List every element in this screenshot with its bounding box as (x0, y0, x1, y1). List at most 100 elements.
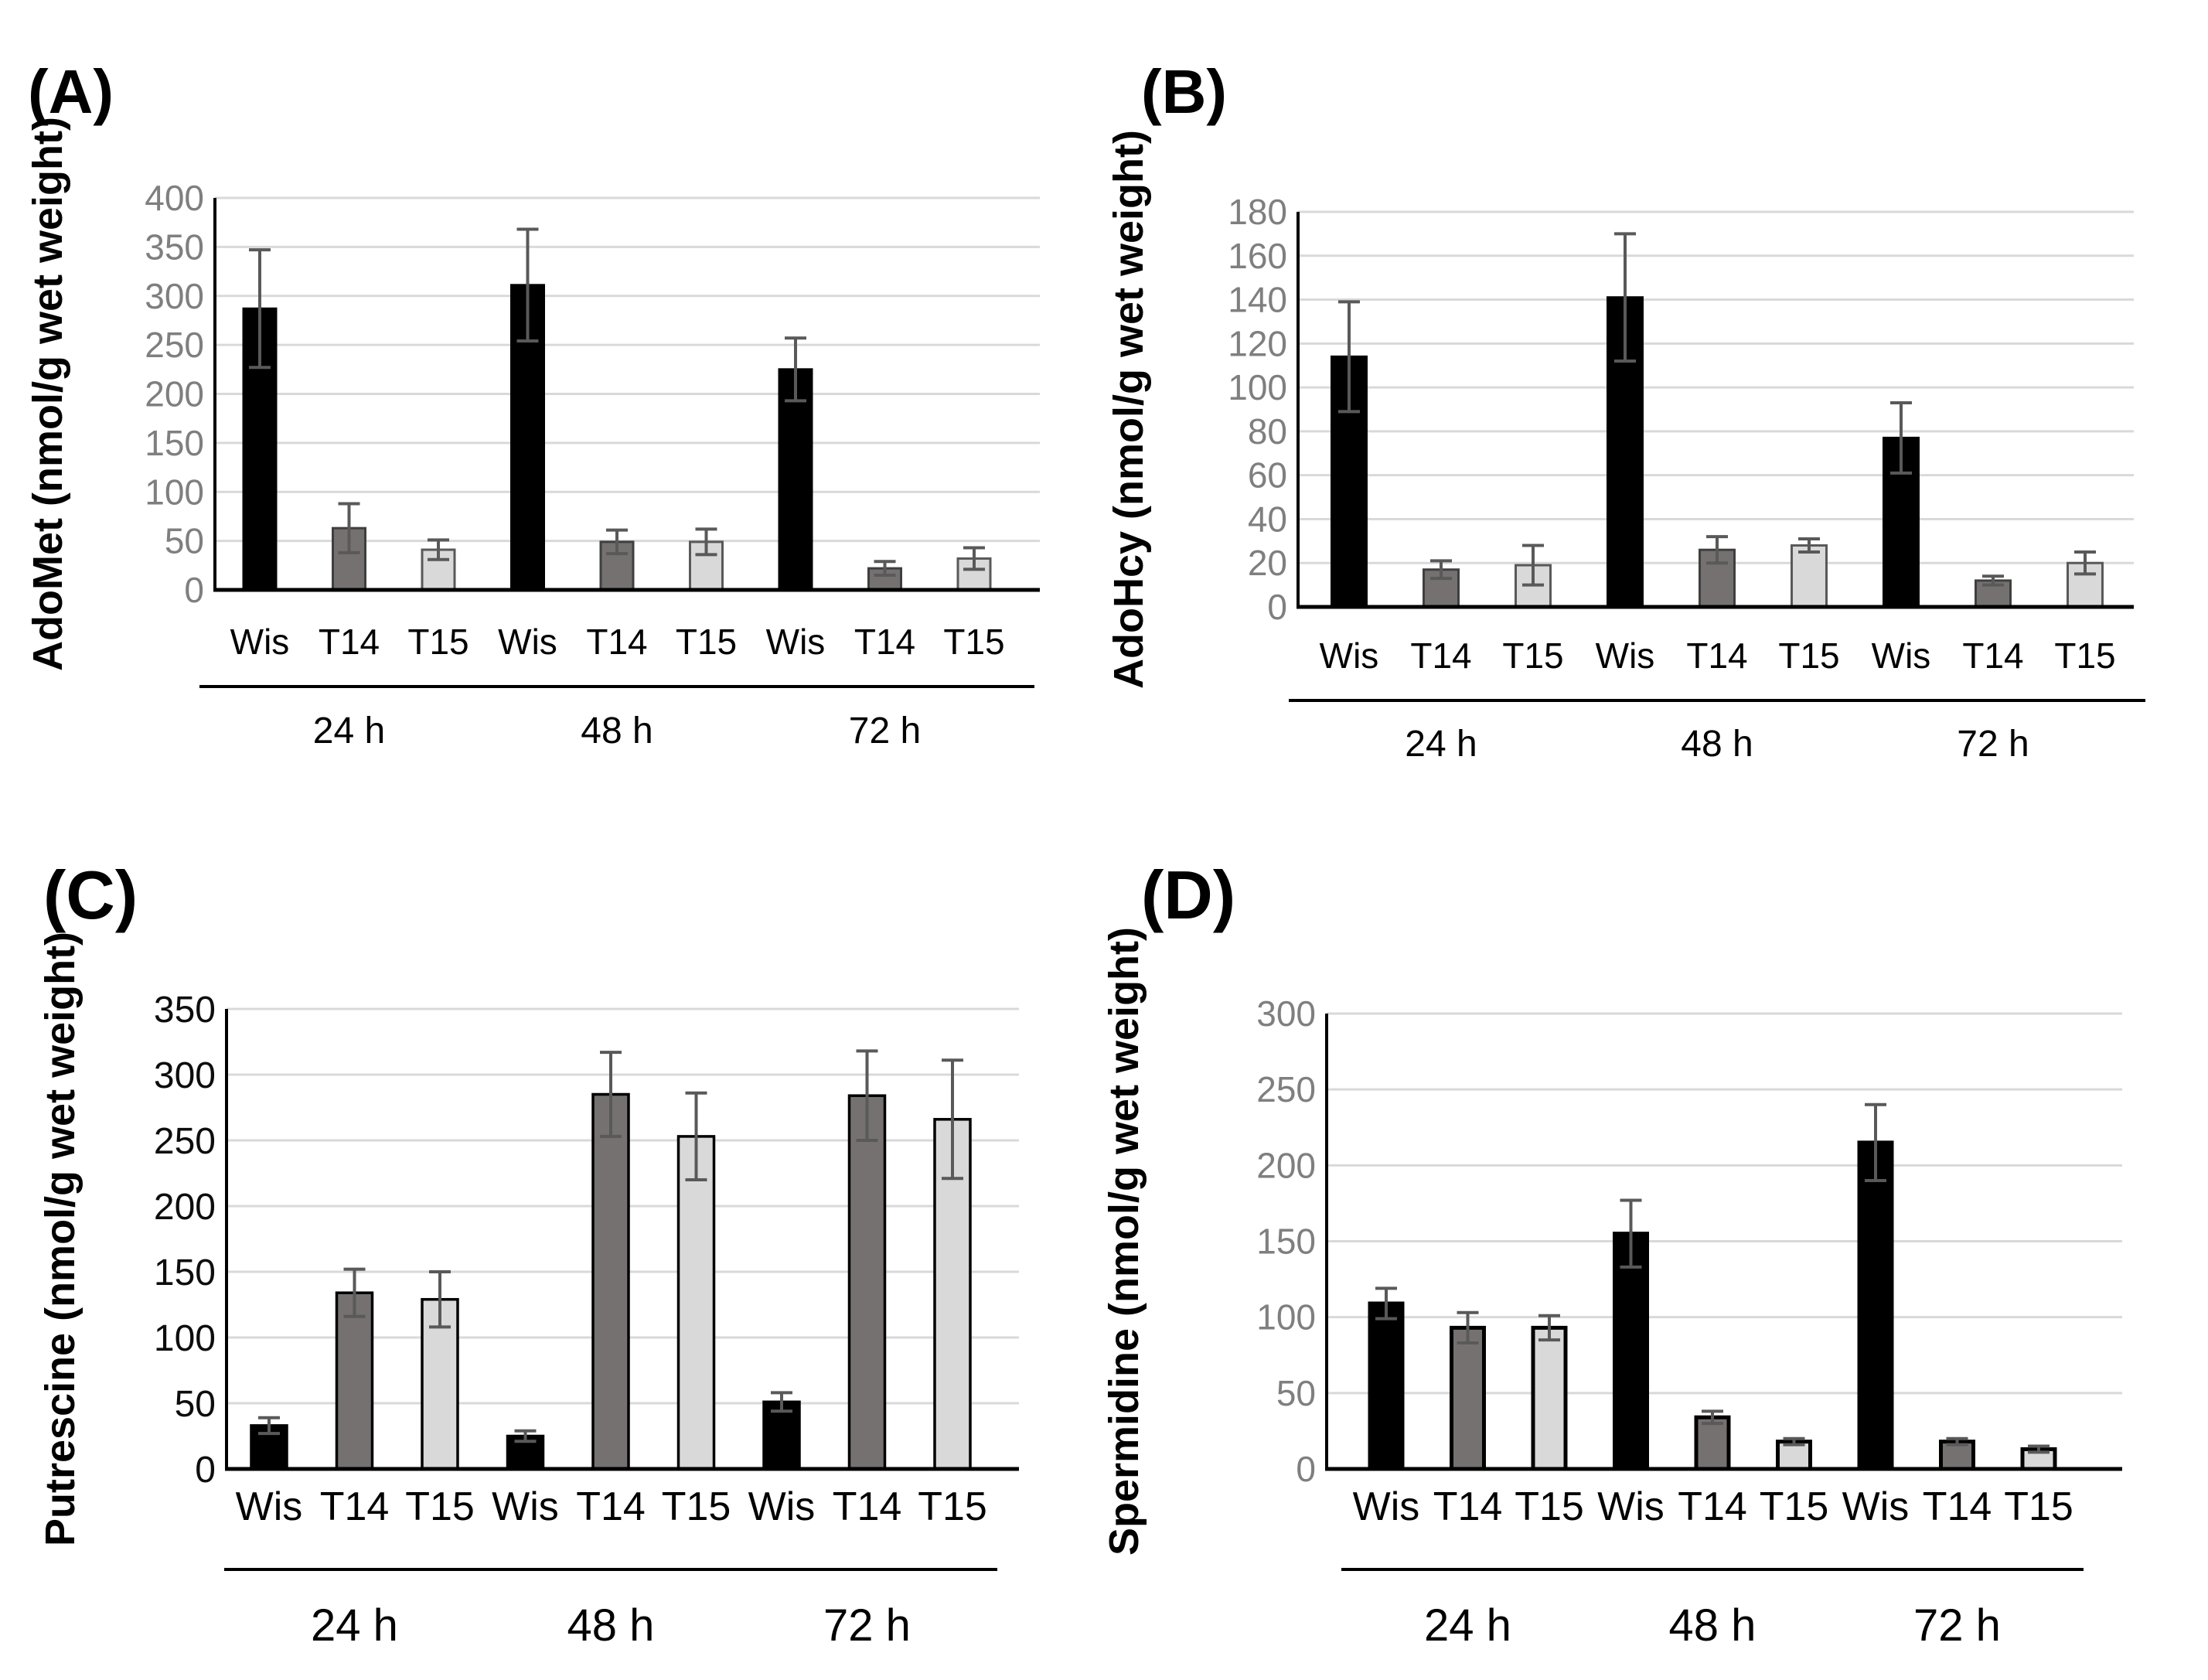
y-tick-label-A-350: 350 (145, 227, 204, 267)
y-tick-label-A-150: 150 (145, 423, 204, 463)
y-tick-label-B-160: 160 (1228, 236, 1287, 276)
panel-letter-B: (B) (1141, 57, 1227, 126)
x-category-label-D-72h-Wis: Wis (1842, 1484, 1910, 1529)
x-category-label-B-48h-Wis: Wis (1596, 636, 1655, 676)
y-tick-label-D-0: 0 (1296, 1449, 1316, 1489)
x-category-label-A-24h-Wis: Wis (230, 622, 290, 662)
bar-A-72h-Wis (778, 368, 813, 591)
group-label-B-24h: 24 h (1405, 724, 1477, 765)
group-label-D-72h: 72 h (1913, 1600, 2001, 1651)
group-label-A-48h: 48 h (581, 711, 653, 751)
y-tick-label-C-350: 350 (154, 990, 216, 1031)
x-category-label-B-72h-T14: T14 (1962, 636, 2023, 676)
x-category-label-A-72h-Wis: Wis (766, 622, 826, 662)
y-tick-label-D-250: 250 (1256, 1069, 1316, 1109)
x-category-label-B-48h-T14: T14 (1686, 636, 1747, 676)
y-tick-label-D-100: 100 (1256, 1297, 1316, 1338)
x-category-label-C-72h-Wis: Wis (748, 1484, 816, 1529)
x-category-label-D-72h-T15: T15 (2004, 1484, 2073, 1529)
bar-A-24h-T15 (421, 548, 456, 591)
y-tick-label-C-50: 50 (175, 1384, 216, 1425)
bar-D-48h-T14 (1694, 1415, 1731, 1471)
x-category-label-C-72h-T14: T14 (833, 1484, 902, 1529)
x-category-label-C-24h-Wis: Wis (236, 1484, 303, 1529)
x-category-label-A-24h-T14: T14 (319, 622, 380, 662)
y-tick-label-A-300: 300 (145, 276, 204, 316)
bar-C-24h-T14 (335, 1291, 374, 1470)
group-label-B-72h: 72 h (1957, 724, 2029, 765)
y-tick-label-A-0: 0 (184, 570, 204, 610)
group-label-C-72h: 72 h (823, 1600, 911, 1651)
x-category-label-D-24h-T15: T15 (1515, 1484, 1584, 1529)
y-tick-label-C-0: 0 (195, 1450, 216, 1491)
panel-letter-C: (C) (43, 857, 138, 933)
y-axis-title-C: Putrescine (nmol/g wet weight) (37, 932, 83, 1546)
x-category-label-A-48h-Wis: Wis (498, 622, 557, 662)
x-category-label-C-48h-T15: T15 (662, 1484, 731, 1529)
x-category-label-C-24h-T15: T15 (405, 1484, 475, 1529)
x-category-label-A-24h-T15: T15 (407, 622, 469, 662)
x-category-label-A-48h-T14: T14 (586, 622, 647, 662)
y-tick-label-A-200: 200 (145, 374, 204, 414)
y-tick-label-B-80: 80 (1248, 411, 1287, 452)
group-label-C-48h: 48 h (567, 1600, 655, 1651)
y-tick-label-C-200: 200 (154, 1187, 216, 1228)
bar-C-72h-Wis (762, 1400, 801, 1470)
x-category-label-D-72h-T14: T14 (1923, 1484, 1992, 1529)
bar-D-72h-Wis (1857, 1140, 1894, 1471)
x-category-label-A-48h-T15: T15 (676, 622, 737, 662)
x-category-label-D-48h-T15: T15 (1760, 1484, 1829, 1529)
group-label-A-72h: 72 h (849, 711, 921, 751)
y-tick-label-D-200: 200 (1256, 1145, 1316, 1185)
group-label-A-24h: 24 h (313, 711, 385, 751)
bar-D-48h-Wis (1613, 1232, 1649, 1471)
y-tick-label-D-50: 50 (1276, 1373, 1316, 1413)
panel-letter-D: (D) (1141, 857, 1235, 933)
x-category-label-B-24h-T14: T14 (1410, 636, 1471, 676)
y-tick-label-C-150: 150 (154, 1252, 216, 1293)
group-label-B-48h: 48 h (1681, 724, 1753, 765)
x-category-label-D-24h-Wis: Wis (1353, 1484, 1420, 1529)
x-category-label-C-24h-T14: T14 (320, 1484, 390, 1529)
y-tick-label-B-140: 140 (1228, 280, 1287, 320)
y-tick-label-B-180: 180 (1228, 192, 1287, 232)
y-tick-label-B-0: 0 (1267, 587, 1287, 627)
y-tick-label-C-100: 100 (154, 1318, 216, 1359)
y-tick-label-B-60: 60 (1248, 455, 1287, 496)
x-category-label-D-48h-Wis: Wis (1597, 1484, 1665, 1529)
x-category-label-B-48h-T15: T15 (1778, 636, 1839, 676)
bar-B-48h-T15 (1791, 544, 1828, 608)
x-category-label-D-24h-T14: T14 (1433, 1484, 1503, 1529)
y-tick-label-C-300: 300 (154, 1055, 216, 1096)
y-tick-label-D-300: 300 (1256, 993, 1316, 1034)
bar-C-48h-T15 (676, 1135, 716, 1470)
group-label-D-48h: 48 h (1669, 1600, 1757, 1651)
y-tick-label-B-40: 40 (1248, 499, 1287, 539)
x-category-label-D-48h-T14: T14 (1678, 1484, 1747, 1529)
y-axis-title-D: Spermidine (nmol/g wet weight) (1101, 927, 1147, 1556)
bar-D-24h-T14 (1450, 1325, 1486, 1471)
bar-C-48h-T14 (591, 1092, 630, 1470)
x-category-label-C-48h-T14: T14 (576, 1484, 646, 1529)
x-category-label-C-48h-Wis: Wis (492, 1484, 559, 1529)
x-category-label-B-72h-Wis: Wis (1872, 636, 1931, 676)
y-tick-label-C-250: 250 (154, 1121, 216, 1162)
group-label-C-24h: 24 h (311, 1600, 398, 1651)
panel-letter-A: (A) (28, 57, 114, 126)
x-category-label-B-72h-T15: T15 (2054, 636, 2115, 676)
x-category-label-B-24h-Wis: Wis (1320, 636, 1379, 676)
y-tick-label-A-400: 400 (145, 178, 204, 218)
y-tick-label-A-100: 100 (145, 472, 204, 512)
y-tick-label-B-100: 100 (1228, 367, 1287, 407)
y-tick-label-B-120: 120 (1228, 323, 1287, 363)
x-category-label-C-72h-T15: T15 (918, 1484, 987, 1529)
bar-D-24h-T15 (1531, 1325, 1568, 1471)
y-tick-label-A-50: 50 (165, 521, 204, 561)
x-category-label-A-72h-T15: T15 (943, 622, 1004, 662)
y-axis-title-B: AdoHcy (nmol/g wet weight) (1106, 130, 1152, 689)
group-label-D-24h: 24 h (1424, 1600, 1511, 1651)
x-category-label-A-72h-T14: T14 (854, 622, 915, 662)
y-tick-label-A-250: 250 (145, 325, 204, 365)
